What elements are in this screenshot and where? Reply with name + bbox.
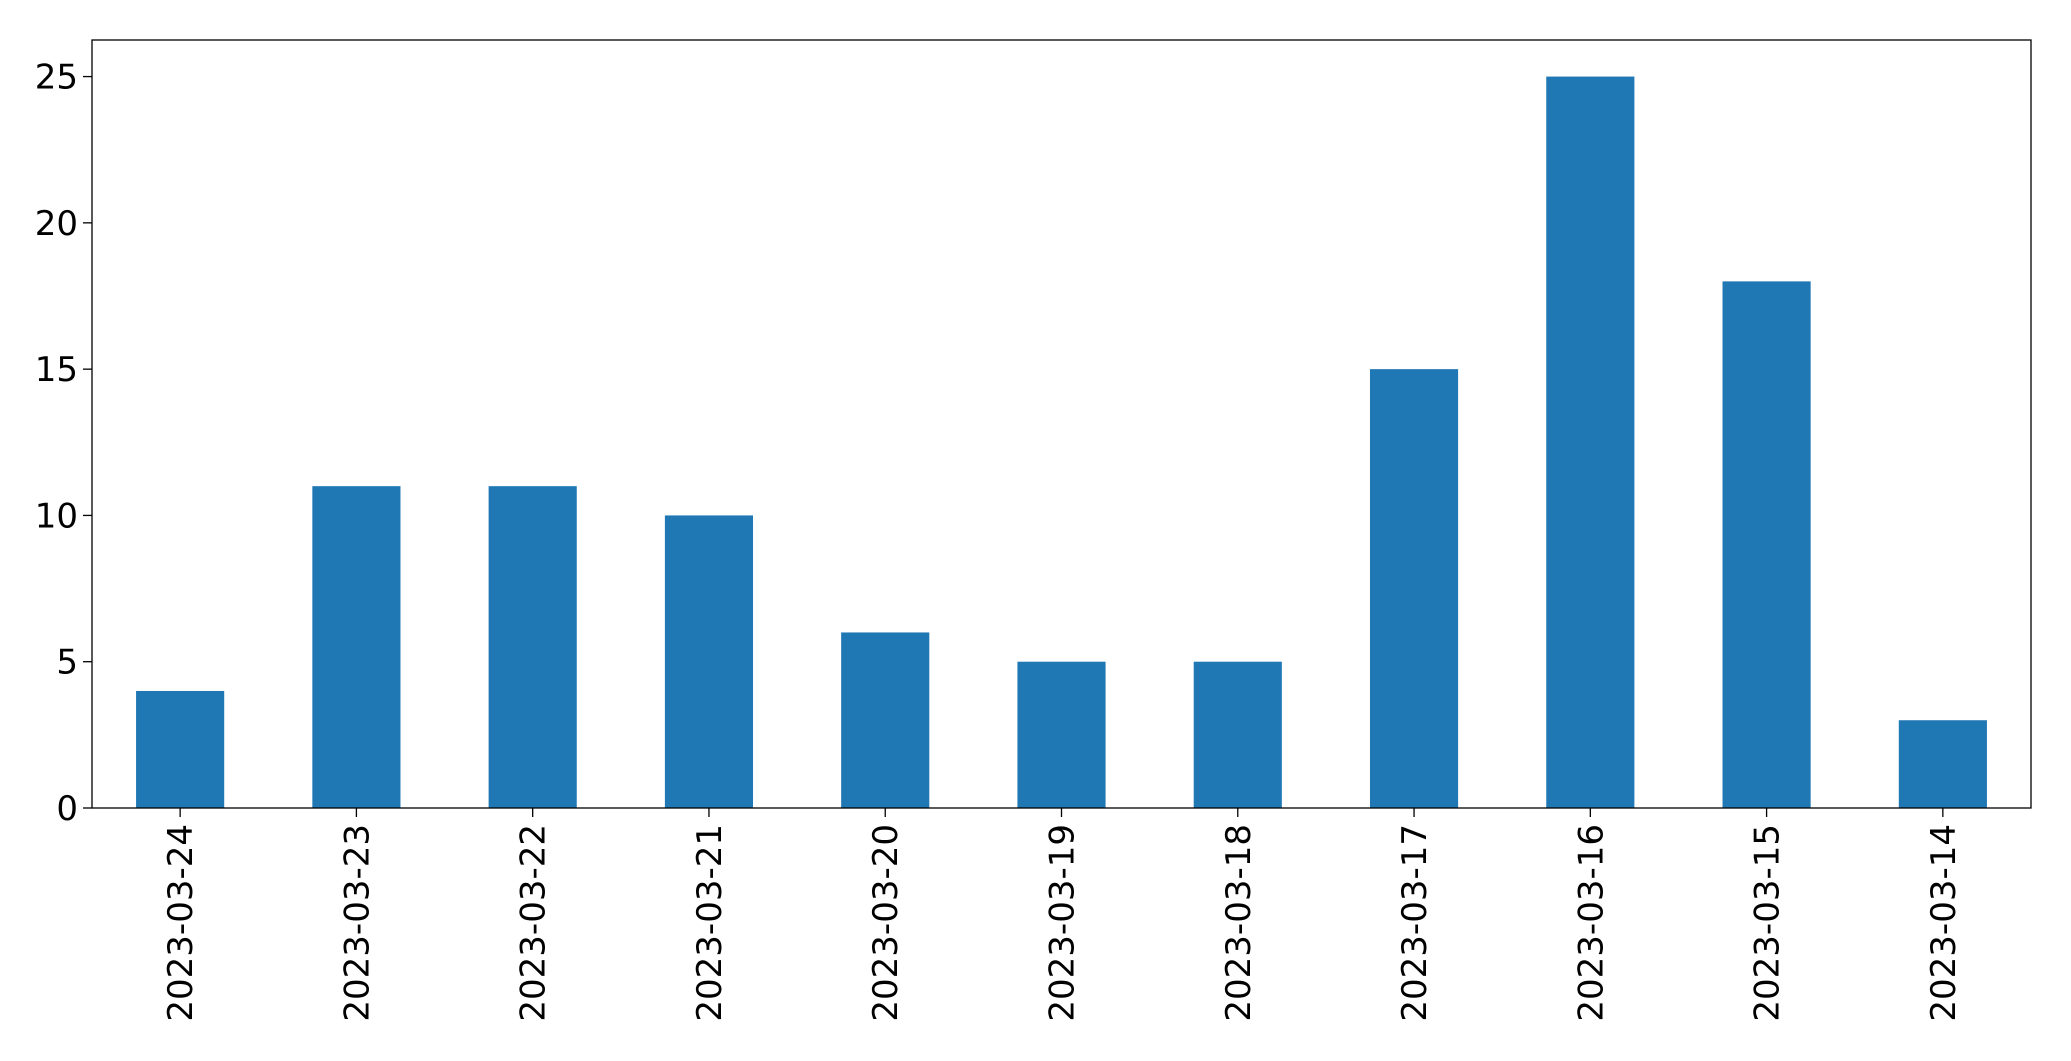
- bar: [841, 632, 930, 808]
- plot-frame: [91, 39, 2032, 809]
- bar: [312, 486, 401, 808]
- bar: [488, 486, 577, 808]
- bar: [1546, 76, 1635, 809]
- x-tick-label: 2023-03-21: [690, 824, 730, 1022]
- x-tick-label: 2023-03-22: [514, 824, 554, 1022]
- x-tick-label: 2023-03-15: [1748, 824, 1788, 1022]
- x-tick-label: 2023-03-14: [1924, 824, 1964, 1022]
- x-tick-label: 2023-03-23: [337, 824, 377, 1022]
- bar: [136, 690, 225, 808]
- bar: [1722, 281, 1811, 808]
- y-tick-label: 10: [35, 496, 78, 536]
- y-tick-label: 15: [35, 350, 78, 390]
- bar: [1193, 661, 1282, 808]
- x-tick-label: 2023-03-16: [1571, 824, 1611, 1022]
- y-tick-label: 25: [35, 58, 78, 98]
- x-tick-label: 2023-03-24: [161, 824, 201, 1022]
- y-tick-label: 20: [35, 204, 78, 244]
- y-tick-label: 5: [56, 643, 78, 683]
- bar: [664, 515, 754, 808]
- x-tick-label: 2023-03-19: [1043, 824, 1083, 1022]
- x-tick-label: 2023-03-18: [1219, 824, 1259, 1022]
- bar: [1898, 720, 1987, 808]
- bar: [1017, 661, 1106, 808]
- x-tick-label: 2023-03-20: [866, 824, 906, 1022]
- x-tick-label: 2023-03-17: [1395, 824, 1435, 1022]
- y-tick-label: 0: [56, 789, 78, 829]
- bar: [1369, 369, 1459, 808]
